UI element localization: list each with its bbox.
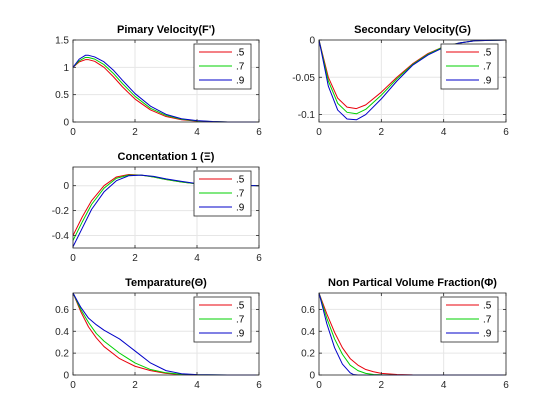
y-tick-label: 1.5 xyxy=(55,36,69,47)
y-tick-label: 0.5 xyxy=(55,90,69,101)
y-tick-label: 0 xyxy=(63,118,69,129)
legend-label-2: .7 xyxy=(236,189,245,200)
axes-frame xyxy=(72,39,260,123)
legend-label-2: .7 xyxy=(236,62,245,73)
legend: .5 .7 .9 xyxy=(193,296,252,343)
axes-frame xyxy=(72,292,260,376)
y-tick-label: 1 xyxy=(63,63,69,74)
legend-label-2: .7 xyxy=(236,315,245,326)
x-tick-label: 0 xyxy=(316,380,322,391)
x-tick-label: 0 xyxy=(70,253,76,264)
chart-panel-2: 0 2 4 6 -0.1 -0.05 0 Secondary Velocity(G) .5 .7.… xyxy=(292,24,509,138)
x-tick-label: 4 xyxy=(194,380,200,391)
y-tick-label: 0.4 xyxy=(301,327,315,338)
chart-panel-3: 0 2 4 6 -0.4 -0.2 0 Concentation 1 (Ξ) .5 .7 .9 xyxy=(52,151,262,264)
legend: .5 .7 .9 xyxy=(440,43,499,90)
x-tick-label: 4 xyxy=(194,253,200,264)
y-tick-label: 0 xyxy=(63,181,69,192)
chart-title: Secondary Velocity(G) xyxy=(354,24,471,36)
legend-label-1: .5 xyxy=(236,301,245,312)
legend-label-3: .9 xyxy=(236,203,245,214)
legend-label-3: .9 xyxy=(483,329,492,340)
x-tick-label: 4 xyxy=(441,380,447,391)
axes-frame xyxy=(318,292,507,376)
x-tick-label: 2 xyxy=(132,380,138,391)
legend-label-1: .5 xyxy=(483,48,492,59)
legend: .5 .7 .9 xyxy=(440,296,499,343)
x-tick-label: 0 xyxy=(316,127,322,138)
y-tick-label: -0.4 xyxy=(52,231,70,242)
legend-label-2: .7 xyxy=(483,62,492,73)
legend-label-1: .5 xyxy=(236,48,245,59)
chart-title: Pimary Velocity(F') xyxy=(117,24,215,36)
chart-title: Non Partical Volume Fraction(Φ) xyxy=(328,277,497,289)
legend-label-1: .5 xyxy=(236,175,245,186)
legend-label-3: .9 xyxy=(236,329,245,340)
y-tick-label: 0.6 xyxy=(301,305,315,316)
chart-panel-1: 0 2 4 6 0 0.5 1 1.5 Pimary Velocity(F') .5 .7 .9 xyxy=(55,24,262,138)
y-tick-label: -0.05 xyxy=(292,73,315,84)
axes-frame xyxy=(72,166,260,249)
x-tick-label: 0 xyxy=(70,127,76,138)
legend-label-3: .9 xyxy=(483,76,492,87)
x-tick-label: 6 xyxy=(256,127,262,138)
x-tick-label: 6 xyxy=(503,127,509,138)
y-tick-label: 0.2 xyxy=(301,349,315,360)
x-tick-label: 6 xyxy=(256,380,262,391)
chart-panel-5: 0 2 4 6 0 0.2 0.4 0.6 Non Partical Volume Fracti… xyxy=(301,277,509,391)
legend: .5 .7 .9 xyxy=(193,43,252,90)
y-tick-label: 0.4 xyxy=(55,327,69,338)
y-tick-label: -0.2 xyxy=(52,206,70,217)
x-tick-label: 4 xyxy=(441,127,447,138)
x-tick-label: 2 xyxy=(132,253,138,264)
y-tick-label: 0 xyxy=(63,371,69,382)
legend-label-3: .9 xyxy=(236,76,245,87)
chart-title: Concentation 1 (Ξ) xyxy=(118,151,215,163)
series-line-3 xyxy=(72,54,259,123)
chart-title: Temparature(Θ) xyxy=(125,277,207,289)
chart-panel-4: 0 2 4 6 0 0.2 0.4 0.6 Temparature(Θ) .5 .7 .9 xyxy=(55,277,262,391)
y-tick-label: 0 xyxy=(309,371,315,382)
y-tick-label: 0.2 xyxy=(55,349,69,360)
legend: .5 .7 .9 xyxy=(193,170,252,217)
y-tick-label: -0.1 xyxy=(298,110,316,121)
x-tick-label: 2 xyxy=(379,380,385,391)
y-tick-label: 0 xyxy=(309,36,315,47)
x-tick-label: 4 xyxy=(194,127,200,138)
legend-label-1: .5 xyxy=(483,301,492,312)
axes-frame xyxy=(318,39,507,123)
y-tick-label: 0.6 xyxy=(55,305,69,316)
x-tick-label: 6 xyxy=(256,253,262,264)
x-tick-label: 2 xyxy=(132,127,138,138)
x-tick-label: 2 xyxy=(379,127,385,138)
legend-label-2: .7 xyxy=(483,315,492,326)
x-tick-label: 0 xyxy=(70,380,76,391)
x-tick-label: 6 xyxy=(503,380,509,391)
